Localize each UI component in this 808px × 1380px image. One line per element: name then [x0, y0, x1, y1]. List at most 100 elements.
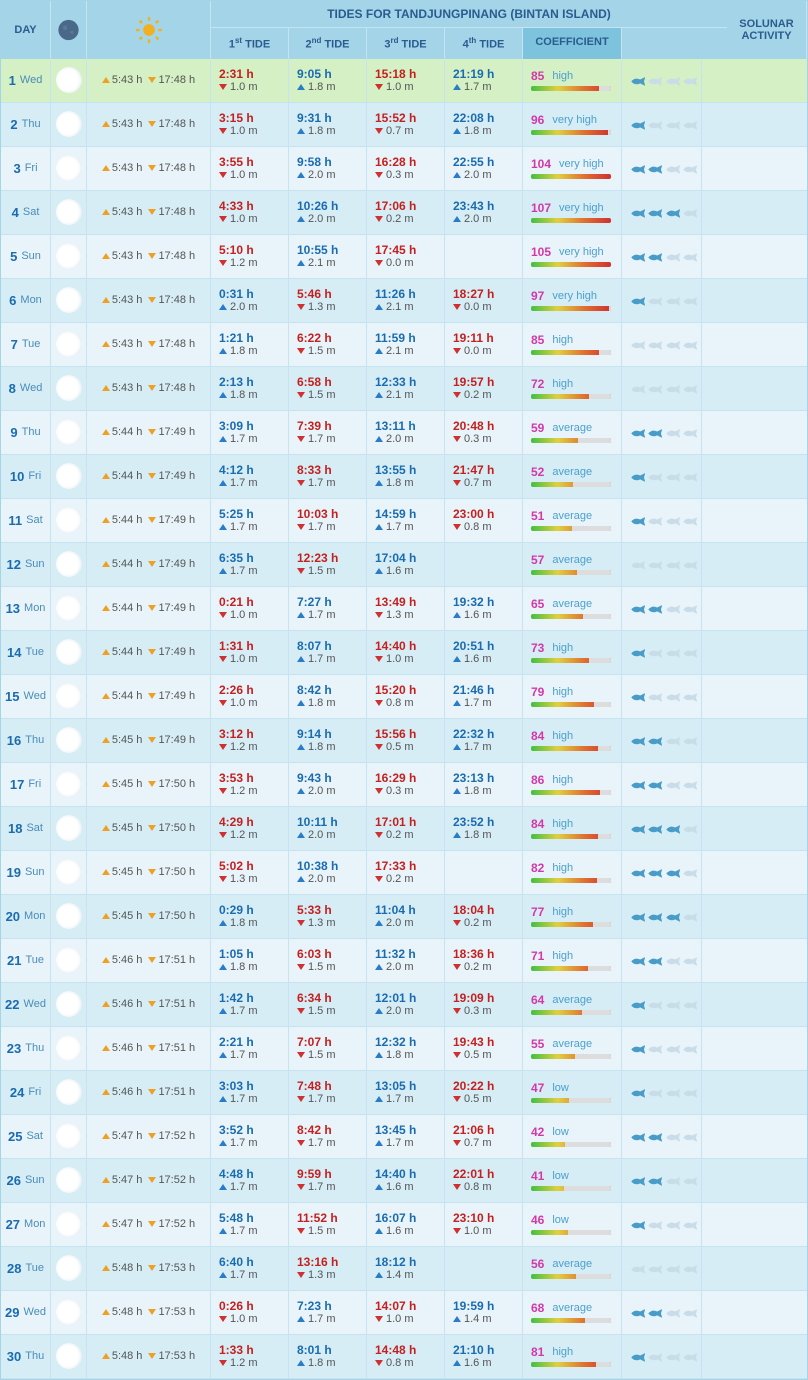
- fish-icon: [682, 75, 697, 85]
- day-cell: 30 Thu: [1, 1335, 51, 1378]
- table-row[interactable]: 7 Tue 5:43 h 17:48 h 1:21 h 1.8 m 6:22 h…: [1, 323, 807, 367]
- tide-direction-icon: [219, 392, 227, 398]
- moon-cell: [51, 807, 87, 850]
- tide-direction-icon: [297, 172, 305, 178]
- tide-height: 1.5 m: [297, 961, 336, 973]
- table-row[interactable]: 4 Sat 5:43 h 17:48 h 4:33 h 1.0 m 10:26 …: [1, 191, 807, 235]
- moon-icon: [55, 16, 82, 44]
- table-row[interactable]: 18 Sat 5:45 h 17:50 h 4:29 h 1.2 m 10:11…: [1, 807, 807, 851]
- sunrise: 5:44 h: [102, 558, 143, 570]
- coefficient-label: very high: [559, 246, 604, 258]
- coefficient-value-row: 55 average: [531, 1037, 592, 1051]
- coefficient-cell: 51 average: [523, 499, 622, 542]
- tide-cell: 12:33 h 2.1 m: [367, 367, 445, 410]
- tide-time: 17:04 h: [375, 551, 416, 565]
- sunrise: 5:48 h: [102, 1350, 143, 1362]
- tide-direction-icon: [375, 832, 383, 838]
- fish-icon: [630, 559, 645, 569]
- coefficient-bar: [531, 922, 611, 927]
- tide-cell: 8:07 h 1.7 m: [289, 631, 367, 674]
- tide-direction-icon: [453, 832, 461, 838]
- tide-direction-icon: [219, 656, 227, 662]
- table-row[interactable]: 3 Fri 5:43 h 17:48 h 3:55 h 1.0 m 9:58 h…: [1, 147, 807, 191]
- tide-height: 1.0 m: [375, 1313, 414, 1325]
- day-cell: 6 Mon: [1, 279, 51, 322]
- coefficient-bar: [531, 1098, 611, 1103]
- tide-cell: 8:42 h 1.7 m: [289, 1115, 367, 1158]
- table-row[interactable]: 6 Mon 5:43 h 17:48 h 0:31 h 2.0 m 5:46 h…: [1, 279, 807, 323]
- table-row[interactable]: 17 Fri 5:45 h 17:50 h 3:53 h 1.2 m 9:43 …: [1, 763, 807, 807]
- tide-height: 1.7 m: [297, 653, 336, 665]
- sunset-icon: [148, 1221, 156, 1227]
- table-row[interactable]: 11 Sat 5:44 h 17:49 h 5:25 h 1.7 m 10:03…: [1, 499, 807, 543]
- coefficient-bar: [531, 394, 611, 399]
- fish-icon: [665, 1087, 680, 1097]
- sunrise: 5:43 h: [102, 338, 143, 350]
- table-row[interactable]: 12 Sun 5:44 h 17:49 h 6:35 h 1.7 m 12:23…: [1, 543, 807, 587]
- tide-cell: 20:51 h 1.6 m: [445, 631, 523, 674]
- sunset-icon: [148, 1309, 156, 1315]
- table-row[interactable]: 26 Sun 5:47 h 17:52 h 4:48 h 1.7 m 9:59 …: [1, 1159, 807, 1203]
- fish-icon: [682, 1219, 697, 1229]
- fish-icon: [630, 339, 645, 349]
- table-row[interactable]: 23 Thu 5:46 h 17:51 h 2:21 h 1.7 m 7:07 …: [1, 1027, 807, 1071]
- coefficient-label: high: [552, 686, 573, 698]
- tide-direction-icon: [375, 260, 383, 266]
- day-cell: 16 Thu: [1, 719, 51, 762]
- table-row[interactable]: 20 Mon 5:45 h 17:50 h 0:29 h 1.8 m 5:33 …: [1, 895, 807, 939]
- table-row[interactable]: 22 Wed 5:46 h 17:51 h 1:42 h 1.7 m 6:34 …: [1, 983, 807, 1027]
- table-row[interactable]: 10 Fri 5:44 h 17:49 h 4:12 h 1.7 m 8:33 …: [1, 455, 807, 499]
- table-row[interactable]: 28 Tue 5:48 h 17:53 h 6:40 h 1.7 m 13:16…: [1, 1247, 807, 1291]
- tide-cell: 6:35 h 1.7 m: [211, 543, 289, 586]
- coefficient-number: 97: [531, 289, 544, 303]
- table-row[interactable]: 30 Thu 5:48 h 17:53 h 1:33 h 1.2 m 8:01 …: [1, 1335, 807, 1379]
- tide-height: 0.3 m: [453, 433, 492, 445]
- table-row[interactable]: 14 Tue 5:44 h 17:49 h 1:31 h 1.0 m 8:07 …: [1, 631, 807, 675]
- tide-time: 2:31 h: [219, 67, 254, 81]
- day-number: 10: [10, 469, 24, 484]
- fish-icon: [665, 1219, 680, 1229]
- table-row[interactable]: 21 Tue 5:46 h 17:51 h 1:05 h 1.8 m 6:03 …: [1, 939, 807, 983]
- sunset-icon: [148, 869, 156, 875]
- table-row[interactable]: 8 Wed 5:43 h 17:48 h 2:13 h 1.8 m 6:58 h…: [1, 367, 807, 411]
- tide-time: 19:09 h: [453, 991, 494, 1005]
- table-row[interactable]: 27 Mon 5:47 h 17:52 h 5:48 h 1.7 m 11:52…: [1, 1203, 807, 1247]
- table-row[interactable]: 2 Thu 5:43 h 17:48 h 3:15 h 1.0 m 9:31 h…: [1, 103, 807, 147]
- tide-time: 13:49 h: [375, 595, 416, 609]
- fish-icon: [665, 207, 680, 217]
- coefficient-value-row: 97 very high: [531, 289, 597, 303]
- day-name: Wed: [20, 382, 42, 394]
- tide-direction-icon: [453, 964, 461, 970]
- moon-cell: [51, 455, 87, 498]
- table-row[interactable]: 5 Sun 5:43 h 17:48 h 5:10 h 1.2 m 10:55 …: [1, 235, 807, 279]
- moon-phase-icon: [56, 1035, 82, 1061]
- moon-phase-icon: [56, 199, 82, 225]
- table-row[interactable]: 16 Thu 5:45 h 17:49 h 3:12 h 1.2 m 9:14 …: [1, 719, 807, 763]
- fish-icon: [630, 735, 645, 745]
- coefficient-bar: [531, 174, 611, 179]
- table-row[interactable]: 9 Thu 5:44 h 17:49 h 3:09 h 1.7 m 7:39 h…: [1, 411, 807, 455]
- table-row[interactable]: 29 Wed 5:48 h 17:53 h 0:26 h 1.0 m 7:23 …: [1, 1291, 807, 1335]
- moon-cell: [51, 543, 87, 586]
- tide-cell: 3:55 h 1.0 m: [211, 147, 289, 190]
- tide-direction-icon: [219, 920, 227, 926]
- tide-cell: 23:00 h 0.8 m: [445, 499, 523, 542]
- tide-time: 7:23 h: [297, 1299, 332, 1313]
- table-row[interactable]: 24 Fri 5:46 h 17:51 h 3:03 h 1.7 m 7:48 …: [1, 1071, 807, 1115]
- solunar-cell: [622, 235, 702, 278]
- tides-subheader: 1st TIDE 2nd TIDE 3rd TIDE 4th TIDE COEF…: [211, 27, 727, 59]
- coefficient-bar: [531, 790, 611, 795]
- table-row[interactable]: 19 Sun 5:45 h 17:50 h 5:02 h 1.3 m 10:38…: [1, 851, 807, 895]
- sunset-icon: [148, 297, 156, 303]
- table-row[interactable]: 1 Wed 5:43 h 17:48 h 2:31 h 1.0 m 9:05 h…: [1, 59, 807, 103]
- tide-height: 1.8 m: [297, 1357, 336, 1369]
- day-name: Sun: [25, 558, 45, 570]
- coefficient-cell: 46 low: [523, 1203, 622, 1246]
- table-row[interactable]: 13 Mon 5:44 h 17:49 h 0:21 h 1.0 m 7:27 …: [1, 587, 807, 631]
- table-row[interactable]: 25 Sat 5:47 h 17:52 h 3:52 h 1.7 m 8:42 …: [1, 1115, 807, 1159]
- moon-cell: [51, 147, 87, 190]
- table-row[interactable]: 15 Wed 5:44 h 17:49 h 2:26 h 1.0 m 8:42 …: [1, 675, 807, 719]
- tide-time: 16:29 h: [375, 771, 416, 785]
- fish-icon: [630, 75, 645, 85]
- sunset: 17:48 h: [148, 294, 195, 306]
